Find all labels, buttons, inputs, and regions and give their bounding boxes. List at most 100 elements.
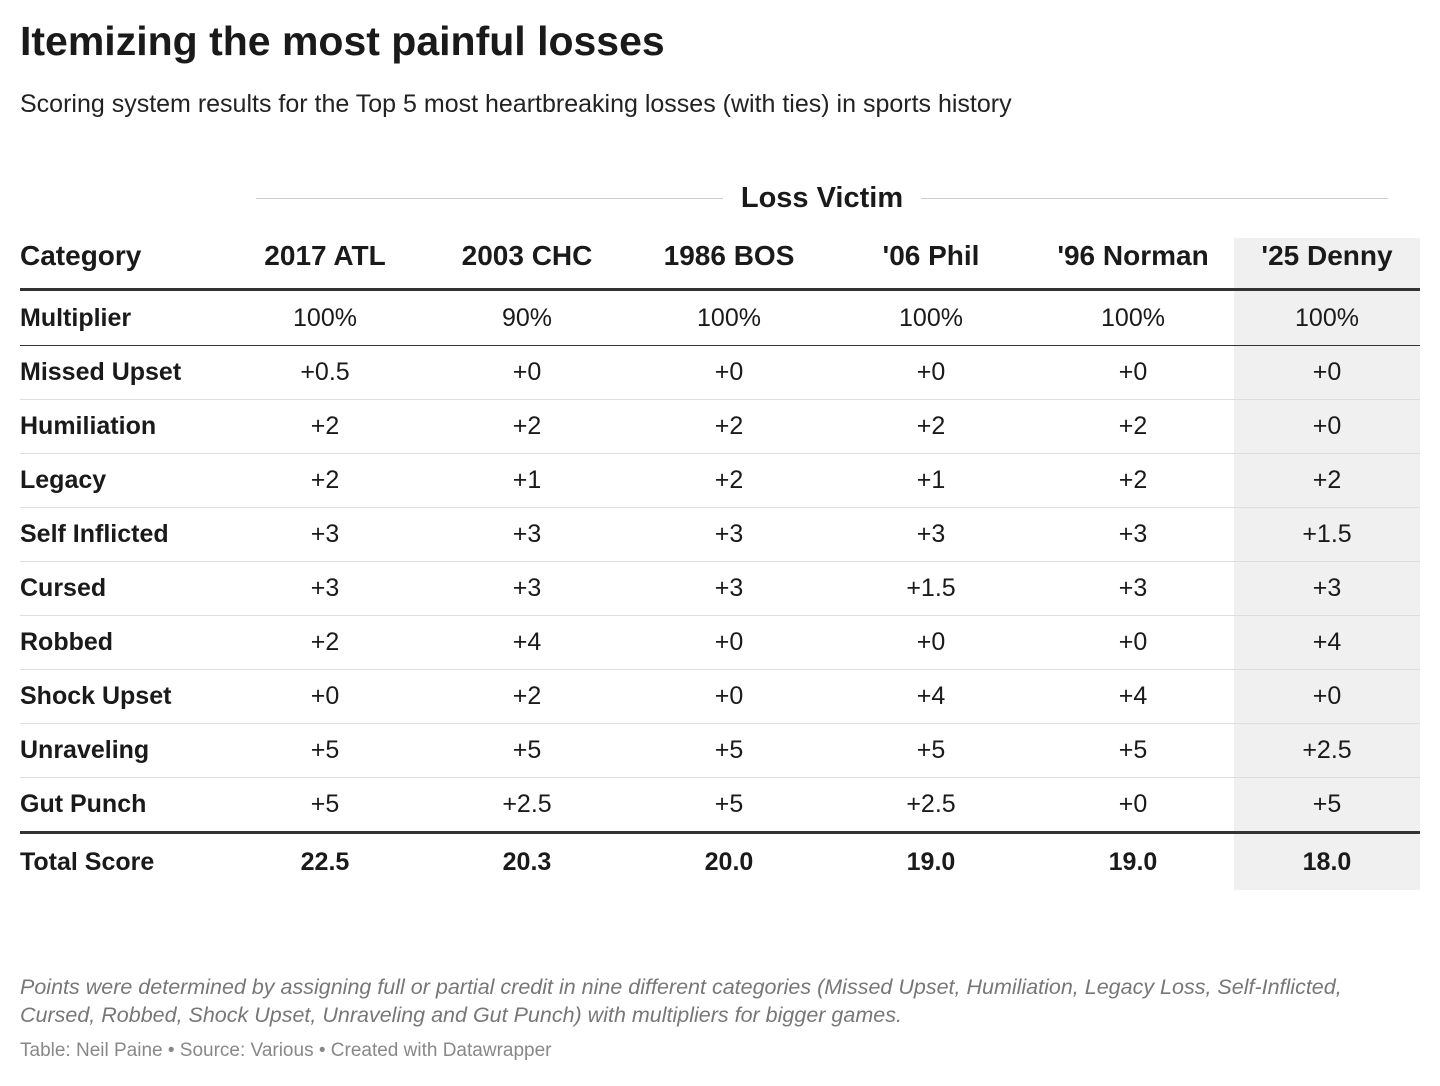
cell: +2 [1032,399,1234,454]
cell: +3 [224,561,426,616]
row: Multiplier 100% 90% 100% 100% 100% 100% [20,289,1420,346]
subtitle: Scoring system results for the Top 5 mos… [20,90,1012,118]
cell: +2 [224,615,426,670]
cell: +3 [830,507,1032,562]
cell: 22.5 [300,847,350,876]
cell: +0 [830,345,1032,400]
cell: +3 [1234,561,1420,616]
cell: +2.5 [1234,723,1420,778]
row: Legacy +2 +1 +2 +1 +2 +2 [20,453,1420,508]
cell: +1 [426,453,628,508]
cell: +4 [830,669,1032,724]
cell: 19.0 [1108,847,1158,876]
cell: +0 [628,615,830,670]
column-header: '06 Phil [830,238,1032,291]
table: Category 2017 ATL 2003 CHC 1986 BOS '06 Phil… [20,238,1420,890]
row: Gut Punch +5 +2.5 +5 +2.5 +0 +5 [20,777,1420,834]
cell: +5 [1032,723,1234,778]
row-label: Missed Upset [20,345,224,400]
group-header: Loss Victim [256,178,1388,218]
cell: +2 [426,399,628,454]
rule [921,197,1388,199]
column-header: '96 Norman [1032,238,1234,291]
cell: +0.5 [224,345,426,400]
cell: 100% [1234,289,1420,346]
cell: +1.5 [830,561,1032,616]
cell: +3 [1032,507,1234,562]
row-label: Cursed [20,561,224,616]
row-label: Shock Upset [20,669,224,724]
cell: 20.0 [704,847,754,876]
cell: +2 [628,453,830,508]
cell: +2 [1234,453,1420,508]
cell: 100% [628,289,830,346]
row: Humiliation +2 +2 +2 +2 +2 +0 [20,399,1420,454]
cell: 100% [830,289,1032,346]
cell: 100% [224,289,426,346]
cell: +3 [628,561,830,616]
cell: +0 [1234,399,1420,454]
row: Unraveling +5 +5 +5 +5 +5 +2.5 [20,723,1420,778]
cell: +0 [1234,669,1420,724]
row-label: Unraveling [20,723,224,778]
row-label: Robbed [20,615,224,670]
cell: +0 [426,345,628,400]
cell: 20.3 [502,847,552,876]
cell: +5 [224,723,426,778]
cell: +3 [426,507,628,562]
row: Missed Upset +0.5 +0 +0 +0 +0 +0 [20,345,1420,400]
column-header: 2003 CHC [426,238,628,291]
cell: +2 [1032,453,1234,508]
cell: +0 [1032,345,1234,400]
cell: +0 [1032,777,1234,834]
cell: +2 [628,399,830,454]
cell: +2 [224,399,426,454]
notes: Points were determined by assigning full… [20,975,1342,1027]
row: Robbed +2 +4 +0 +0 +0 +4 [20,615,1420,670]
row-label: Multiplier [20,289,224,346]
cell: +2 [426,669,628,724]
cell: +5 [628,777,830,834]
cell: +2.5 [426,777,628,834]
cell: +2 [830,399,1032,454]
cell: 100% [1032,289,1234,346]
cell: +5 [1234,777,1420,834]
cell: 19.0 [906,847,956,876]
row-label: Gut Punch [20,777,224,834]
cell: +4 [426,615,628,670]
cell: +0 [830,615,1032,670]
cell: +2 [224,453,426,508]
column-header: '25 Denny [1234,238,1420,291]
cell: +1 [830,453,1032,508]
byline: Table: Neil Paine • Source: Various • Cr… [20,1040,552,1061]
cell: +5 [830,723,1032,778]
cell: +4 [1032,669,1234,724]
cell: 90% [426,289,628,346]
cell: +3 [224,507,426,562]
cell: +1.5 [1234,507,1420,562]
cell: +2.5 [830,777,1032,834]
title: Itemizing the most painful losses [20,18,665,64]
row-label: Self Inflicted [20,507,224,562]
column-header: Category [20,238,224,291]
cell: +0 [628,345,830,400]
row: Shock Upset +0 +2 +0 +4 +4 +0 [20,669,1420,724]
row: Self Inflicted +3 +3 +3 +3 +3 +1.5 [20,507,1420,562]
group-label: Loss Victim [740,181,904,214]
column-header: 1986 BOS [628,238,830,291]
cell: +5 [426,723,628,778]
cell: +3 [1032,561,1234,616]
cell: +4 [1234,615,1420,670]
cell: 18.0 [1234,832,1420,890]
header-row: Category 2017 ATL 2003 CHC 1986 BOS '06 Phil… [20,238,1420,291]
rule [256,197,723,199]
cell: +0 [628,669,830,724]
row: Cursed +3 +3 +3 +1.5 +3 +3 [20,561,1420,616]
column-header: 2017 ATL [224,238,426,291]
row: Total Score 22.5 20.3 20.0 19.0 19.0 18.0 [20,832,1420,890]
cell: +0 [1032,615,1234,670]
cell: +3 [628,507,830,562]
cell: +0 [1234,345,1420,400]
cell: +3 [426,561,628,616]
